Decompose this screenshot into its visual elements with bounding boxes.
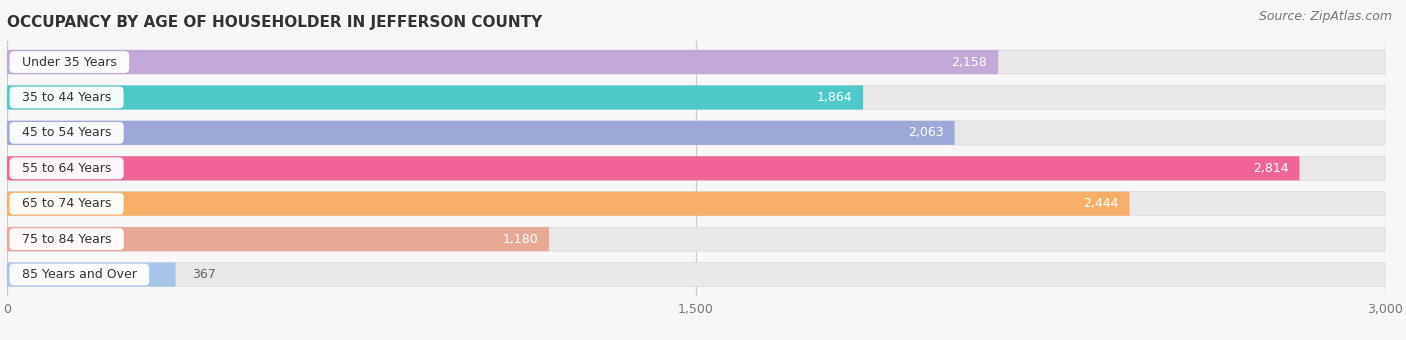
Text: 2,158: 2,158 <box>952 55 987 69</box>
FancyBboxPatch shape <box>7 121 955 145</box>
FancyBboxPatch shape <box>7 50 1385 74</box>
Text: 2,444: 2,444 <box>1083 197 1119 210</box>
FancyBboxPatch shape <box>7 50 998 74</box>
Text: 2,814: 2,814 <box>1253 162 1288 175</box>
FancyBboxPatch shape <box>7 85 863 109</box>
Text: 55 to 64 Years: 55 to 64 Years <box>14 162 120 175</box>
Text: Source: ZipAtlas.com: Source: ZipAtlas.com <box>1258 10 1392 23</box>
FancyBboxPatch shape <box>7 192 1385 216</box>
FancyBboxPatch shape <box>7 156 1385 180</box>
FancyBboxPatch shape <box>7 227 1385 251</box>
Text: 2,063: 2,063 <box>908 126 943 139</box>
Text: 1,864: 1,864 <box>817 91 852 104</box>
FancyBboxPatch shape <box>7 121 1385 145</box>
FancyBboxPatch shape <box>7 262 1385 287</box>
Text: 35 to 44 Years: 35 to 44 Years <box>14 91 120 104</box>
Text: 75 to 84 Years: 75 to 84 Years <box>14 233 120 245</box>
FancyBboxPatch shape <box>7 156 1299 180</box>
FancyBboxPatch shape <box>7 85 1385 109</box>
FancyBboxPatch shape <box>7 262 176 287</box>
Text: 85 Years and Over: 85 Years and Over <box>14 268 145 281</box>
FancyBboxPatch shape <box>7 192 1129 216</box>
Text: Under 35 Years: Under 35 Years <box>14 55 125 69</box>
Text: OCCUPANCY BY AGE OF HOUSEHOLDER IN JEFFERSON COUNTY: OCCUPANCY BY AGE OF HOUSEHOLDER IN JEFFE… <box>7 15 543 30</box>
Text: 1,180: 1,180 <box>502 233 538 245</box>
Text: 367: 367 <box>193 268 217 281</box>
Text: 65 to 74 Years: 65 to 74 Years <box>14 197 120 210</box>
Text: 45 to 54 Years: 45 to 54 Years <box>14 126 120 139</box>
FancyBboxPatch shape <box>7 227 548 251</box>
